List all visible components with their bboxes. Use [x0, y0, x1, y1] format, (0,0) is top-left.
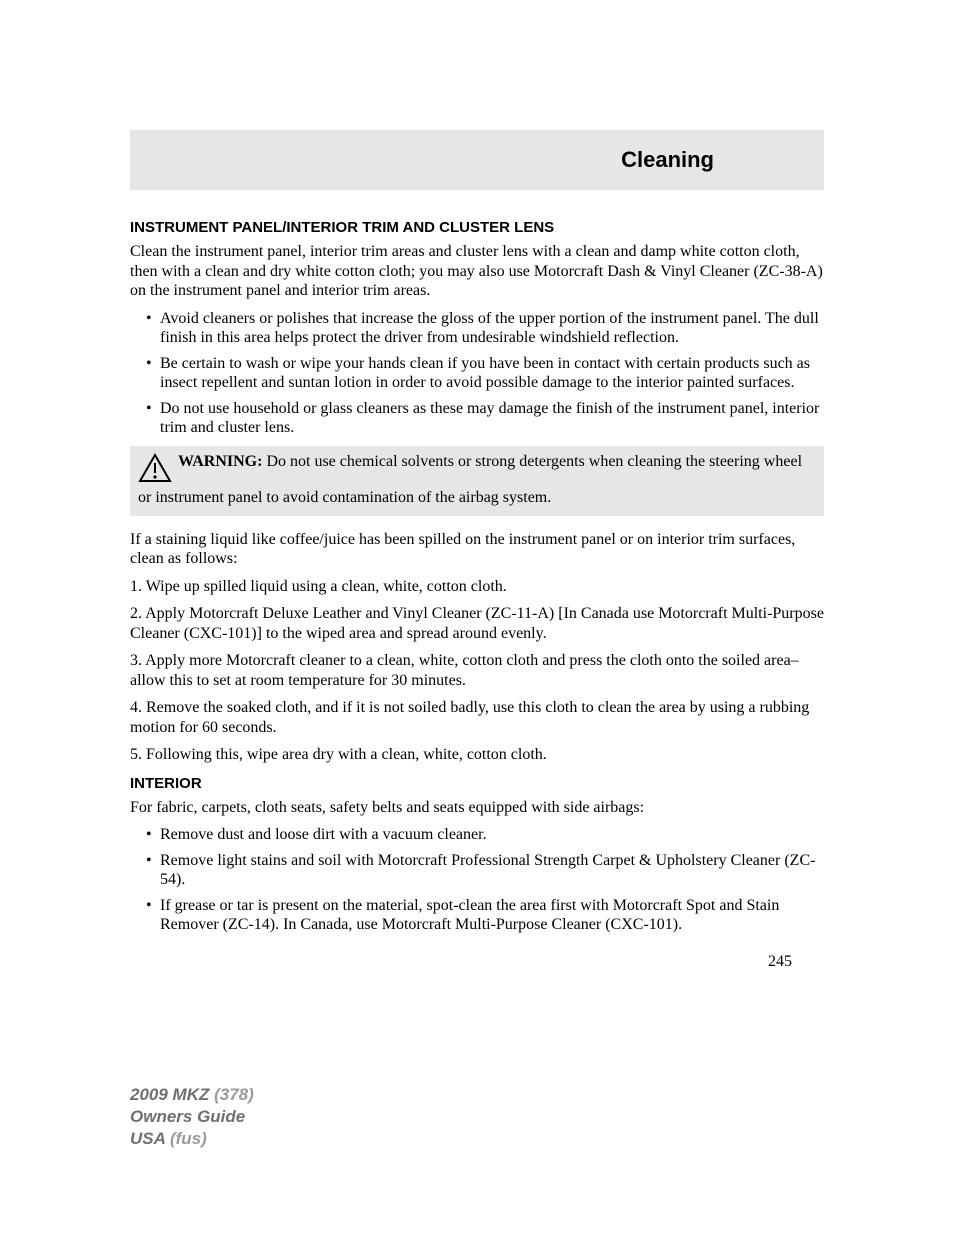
footer-line-1: 2009 MKZ (378) — [130, 1084, 254, 1106]
footer-imprint: 2009 MKZ (378) Owners Guide USA (fus) — [130, 1084, 254, 1150]
list-item: If grease or tar is present on the mater… — [130, 896, 824, 935]
stain-step-2: 2. Apply Motorcraft Deluxe Leather and V… — [130, 604, 824, 643]
stain-step-1: 1. Wipe up spilled liquid using a clean,… — [130, 577, 824, 597]
list-item: Do not use household or glass cleaners a… — [130, 399, 824, 438]
section-heading-interior: INTERIOR — [130, 775, 824, 792]
stain-step-5: 5. Following this, wipe area dry with a … — [130, 745, 824, 765]
page-header-band: Cleaning — [130, 130, 824, 190]
section2-intro: For fabric, carpets, cloth seats, safety… — [130, 798, 824, 818]
section2-bullets: Remove dust and loose dirt with a vacuum… — [130, 825, 824, 935]
warning-box: WARNING: Do not use chemical solvents or… — [130, 446, 824, 516]
section-heading-instrument-panel: INSTRUMENT PANEL/INTERIOR TRIM AND CLUST… — [130, 219, 824, 236]
page-content: INSTRUMENT PANEL/INTERIOR TRIM AND CLUST… — [130, 215, 824, 971]
warning-triangle-icon — [138, 453, 172, 489]
list-item: Be certain to wash or wipe your hands cl… — [130, 354, 824, 393]
footer-model-code: (378) — [209, 1085, 253, 1104]
stain-intro: If a staining liquid like coffee/juice h… — [130, 530, 824, 569]
footer-region-code: (fus) — [165, 1129, 207, 1148]
warning-label: WARNING: — [178, 453, 262, 470]
list-item: Remove dust and loose dirt with a vacuum… — [130, 825, 824, 845]
section1-bullets: Avoid cleaners or polishes that increase… — [130, 309, 824, 438]
section1-intro: Clean the instrument panel, interior tri… — [130, 242, 824, 301]
footer-line-3: USA (fus) — [130, 1128, 254, 1150]
footer-model: 2009 MKZ — [130, 1085, 209, 1104]
stain-step-4: 4. Remove the soaked cloth, and if it is… — [130, 698, 824, 737]
footer-region: USA — [130, 1129, 165, 1148]
stain-step-3: 3. Apply more Motorcraft cleaner to a cl… — [130, 651, 824, 690]
list-item: Remove light stains and soil with Motorc… — [130, 851, 824, 890]
page-title: Cleaning — [621, 147, 714, 173]
page-number: 245 — [130, 953, 824, 971]
footer-line-2: Owners Guide — [130, 1106, 254, 1128]
list-item: Avoid cleaners or polishes that increase… — [130, 309, 824, 348]
